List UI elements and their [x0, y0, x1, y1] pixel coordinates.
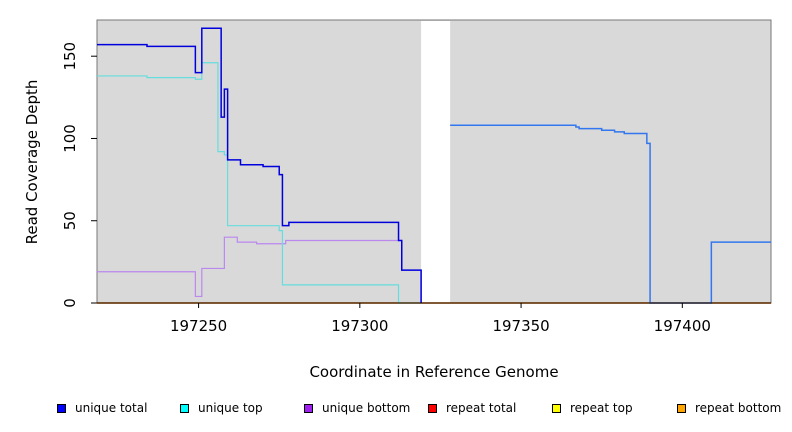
- y-tick-label: 150: [61, 42, 79, 71]
- x-tick-label: 197250: [170, 317, 227, 335]
- legend-swatch: [57, 403, 66, 413]
- legend-item-unique-total: unique total: [57, 398, 147, 418]
- legend-label: repeat total: [446, 401, 517, 415]
- legend-swatch: [428, 403, 437, 413]
- x-tick-label: 197350: [492, 317, 549, 335]
- legend: unique total unique top unique bottom re…: [0, 398, 792, 420]
- legend-label: unique total: [75, 401, 148, 415]
- legend-item-repeat-total: repeat total: [428, 398, 516, 418]
- legend-swatch: [180, 403, 189, 413]
- series-line-unique-top: [97, 62, 422, 304]
- legend-swatch: [677, 403, 686, 413]
- legend-label: repeat bottom: [695, 401, 782, 415]
- legend-label: repeat top: [570, 401, 633, 415]
- x-axis-title: Coordinate in Reference Genome: [309, 363, 558, 381]
- legend-swatch: [552, 403, 561, 413]
- axes-layer: 197250 197300 197350 197400 0 50 100 150: [61, 42, 771, 335]
- legend-item-repeat-top: repeat top: [552, 398, 633, 418]
- gap-region: [421, 21, 451, 303]
- x-tick-label: 197300: [331, 317, 388, 335]
- legend-item-repeat-bottom: repeat bottom: [677, 398, 781, 418]
- x-tick-label: 197400: [654, 317, 711, 335]
- y-tick-label: 100: [61, 124, 79, 153]
- y-axis-title: Read Coverage Depth: [23, 80, 41, 245]
- y-tick-label: 0: [61, 298, 79, 308]
- legend-item-unique-top: unique top: [180, 398, 263, 418]
- legend-label: unique top: [198, 401, 263, 415]
- legend-item-unique-bottom: unique bottom: [304, 398, 410, 418]
- series-line-unique-total: [97, 27, 422, 303]
- legend-swatch: [304, 403, 313, 413]
- y-tick-label: 50: [61, 211, 79, 230]
- legend-label: unique bottom: [322, 401, 411, 415]
